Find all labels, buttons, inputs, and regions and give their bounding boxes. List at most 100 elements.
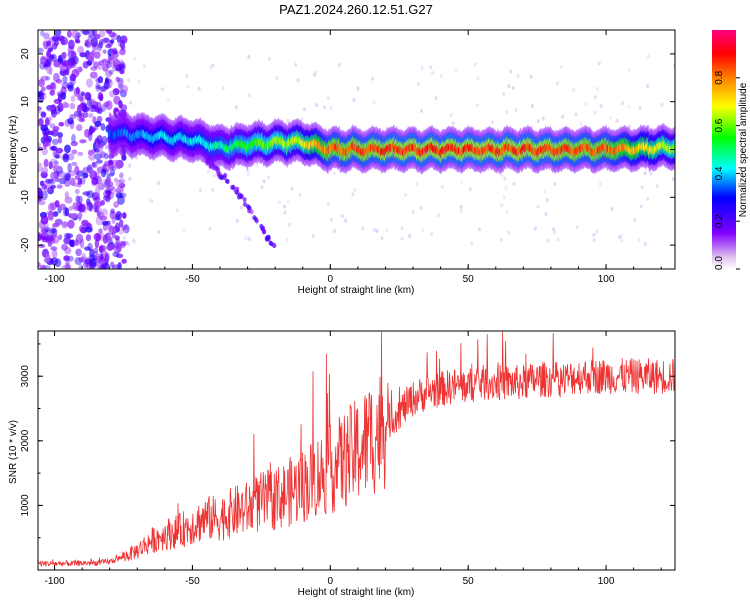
noise-blob bbox=[70, 50, 77, 59]
background-speck bbox=[639, 204, 643, 209]
chart-title: PAZ1.2024.260.12.51.G27 bbox=[279, 2, 433, 17]
noise-blob bbox=[106, 177, 112, 184]
background-speck bbox=[434, 96, 438, 101]
noise-blob bbox=[69, 73, 77, 82]
background-speck bbox=[199, 188, 203, 193]
y-tick-label: 0 bbox=[20, 146, 31, 152]
noise-blob bbox=[70, 177, 76, 186]
noise-blob bbox=[38, 79, 45, 85]
background-speck bbox=[620, 238, 624, 243]
noise-blob bbox=[93, 207, 99, 213]
background-speck bbox=[327, 202, 330, 207]
background-speck bbox=[344, 218, 348, 223]
noise-blob bbox=[61, 53, 67, 60]
noise-blob bbox=[75, 233, 84, 244]
background-speck bbox=[323, 105, 326, 110]
noise-blob bbox=[98, 182, 105, 191]
noise-blob bbox=[48, 178, 56, 185]
noise-blob bbox=[54, 105, 61, 115]
noise-blob bbox=[40, 124, 48, 132]
background-speck bbox=[572, 88, 576, 93]
background-speck bbox=[416, 81, 420, 86]
background-speck bbox=[451, 121, 455, 126]
noise-blob bbox=[39, 76, 44, 85]
noise-blob bbox=[52, 222, 60, 228]
noise-blob bbox=[82, 30, 90, 36]
noise-blob bbox=[68, 205, 74, 211]
background-speck bbox=[627, 104, 631, 109]
noise-blob bbox=[119, 48, 126, 56]
background-speck bbox=[286, 199, 290, 204]
background-speck bbox=[499, 172, 503, 177]
noise-blob bbox=[62, 206, 68, 217]
background-speck bbox=[597, 61, 601, 66]
noise-blob bbox=[40, 30, 45, 37]
background-speck bbox=[197, 86, 201, 91]
noise-blob bbox=[112, 264, 120, 269]
background-speck bbox=[504, 186, 508, 191]
background-speck bbox=[637, 238, 641, 243]
noise-blob bbox=[84, 39, 89, 47]
background-speck bbox=[405, 125, 409, 129]
background-speck bbox=[375, 229, 379, 233]
noise-blob bbox=[61, 221, 69, 229]
noise-blob bbox=[58, 234, 63, 241]
noise-blob bbox=[69, 102, 76, 110]
noise-blob bbox=[97, 76, 104, 84]
background-speck bbox=[311, 234, 315, 238]
snr-series-line bbox=[38, 331, 675, 567]
background-speck bbox=[544, 212, 548, 217]
background-speck bbox=[655, 184, 659, 189]
streak-blob bbox=[242, 197, 247, 203]
background-speck bbox=[643, 242, 647, 247]
background-speck bbox=[529, 74, 533, 79]
noise-blob bbox=[111, 47, 118, 55]
background-speck bbox=[415, 182, 419, 187]
noise-blob bbox=[46, 105, 54, 111]
background-speck bbox=[460, 180, 464, 185]
background-speck bbox=[313, 70, 317, 75]
noise-blob bbox=[57, 136, 63, 144]
noise-blob bbox=[79, 238, 85, 249]
background-speck bbox=[290, 187, 294, 191]
noise-blob bbox=[38, 190, 44, 198]
background-speck bbox=[500, 203, 504, 208]
background-speck bbox=[137, 79, 141, 84]
noise-blob bbox=[98, 93, 104, 102]
noise-blob bbox=[92, 247, 99, 254]
noise-blob bbox=[38, 262, 41, 268]
background-speck bbox=[148, 197, 152, 202]
background-speck bbox=[598, 182, 602, 186]
background-speck bbox=[353, 188, 357, 192]
noise-blob bbox=[39, 61, 46, 70]
background-speck bbox=[247, 236, 251, 241]
noise-blob bbox=[122, 224, 130, 234]
background-speck bbox=[128, 163, 132, 168]
snr-frame bbox=[37, 330, 676, 571]
noise-blob bbox=[71, 133, 76, 144]
snr-axes: -100 -50 0 50 100 1000 2000 3000 bbox=[20, 331, 675, 587]
noise-blob bbox=[52, 126, 60, 132]
noise-blob bbox=[118, 178, 126, 184]
spectrogram-y-axis-label: Frequency (Hz) bbox=[8, 116, 19, 185]
noise-blob bbox=[41, 184, 48, 190]
background-speck bbox=[247, 173, 251, 177]
noise-blob bbox=[111, 231, 117, 239]
noise-blob bbox=[38, 142, 41, 147]
noise-blob bbox=[38, 233, 42, 242]
noise-blob bbox=[51, 138, 59, 145]
background-speck bbox=[372, 228, 376, 232]
noise-blob bbox=[61, 81, 69, 89]
noise-blob bbox=[104, 187, 113, 195]
noise-blob bbox=[67, 117, 74, 125]
noise-blob bbox=[92, 196, 101, 202]
noise-blob bbox=[41, 167, 49, 174]
noise-blob bbox=[77, 212, 83, 219]
noise-blob bbox=[43, 32, 50, 40]
noise-blob bbox=[41, 75, 49, 82]
background-speck bbox=[294, 62, 298, 67]
background-speck bbox=[372, 100, 376, 105]
noise-blob bbox=[103, 189, 111, 199]
background-speck bbox=[370, 76, 374, 81]
noise-blob bbox=[99, 215, 108, 221]
